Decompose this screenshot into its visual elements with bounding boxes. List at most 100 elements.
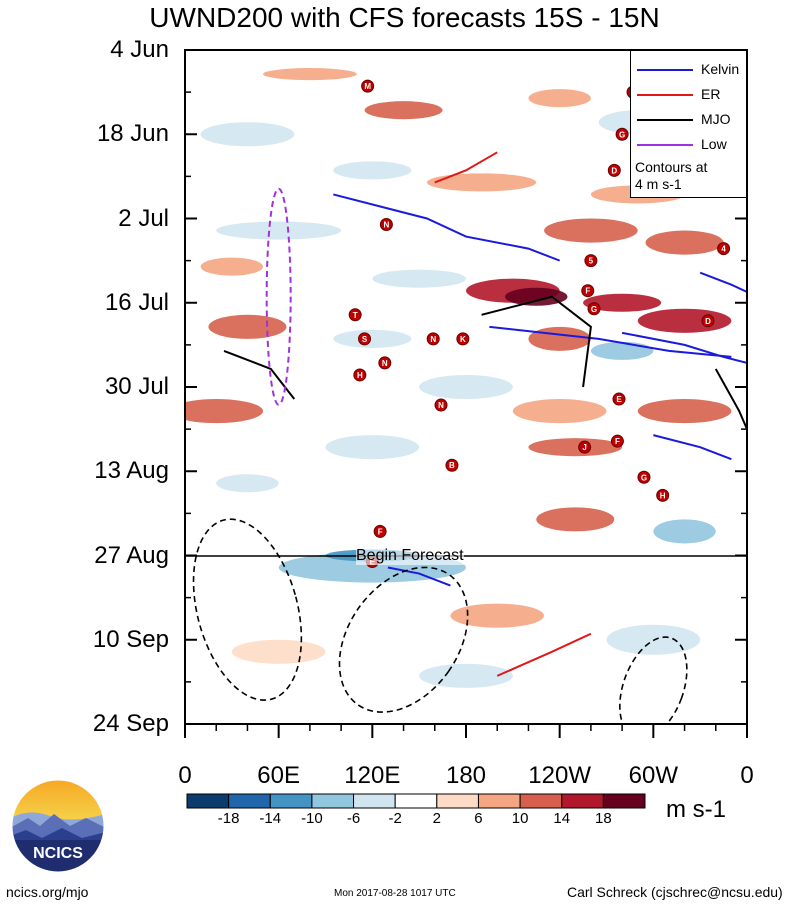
storm-marker-10: S [358,332,372,346]
colorbar-label-6: 6 [474,810,483,827]
y-tick-label-4: 30 Jul [104,373,169,400]
y-tick-label-1: 18 Jun [96,120,169,148]
heat-anomaly-25 [637,399,732,424]
legend-low-swatch [637,144,693,146]
y-tick-label-6: 27 Aug [94,541,169,569]
storm-marker-3: D [607,163,621,177]
colorbar-label-3: -6 [346,810,361,827]
contour-mjo-forecast-1 [338,566,469,713]
legend-mjo-label: MJO [701,111,731,127]
heat-anomaly-15 [505,287,568,306]
heat-anomaly-22 [419,374,513,400]
ncics-logo: NCICS [11,779,105,873]
heat-anomaly-1 [364,101,443,120]
contour-kelvin-5 [387,566,451,587]
heat-anomaly-31 [536,507,615,532]
contour-kelvin-4 [699,271,747,294]
storm-marker-8: G [587,302,601,316]
legend-kelvin: Kelvin [631,59,746,79]
heat-anomaly-32 [653,519,716,544]
storm-marker-19: G [637,470,651,484]
y-tick-label-8: 24 Sep [92,710,169,737]
heat-anomaly-10 [544,218,638,243]
heat-anomaly-23 [185,399,264,424]
storm-marker-22: F [373,524,387,538]
storm-marker-20: B [445,458,459,472]
contour-mjo-forecast-2 [619,636,688,724]
heat-anomaly-17 [637,308,732,333]
x-tick-label-1: 60E [257,762,301,789]
svg-text:N: N [383,221,389,230]
legend-er: ER [631,84,746,104]
storm-marker-12: K [456,332,470,346]
svg-text:F: F [585,287,590,296]
colorbar-swatch-8 [519,793,563,809]
contour-kelvin-1 [489,325,732,358]
x-tick-label-3: 180 [445,762,487,789]
storm-marker-0: M [361,79,375,93]
colorbar-label-9: 18 [595,810,612,827]
x-tick-label-0: 0 [178,762,192,789]
contour-low-0 [265,187,292,406]
storm-marker-13: N [378,356,392,370]
forecast-label: Begin Forecast [356,547,464,565]
legend-mjo: MJO [631,109,746,129]
storm-marker-7: F [581,284,595,298]
storm-marker-21: H [656,488,670,502]
heat-anomaly-6 [426,173,537,192]
y-tick-label-2: 2 Jul [118,204,169,232]
colorbar-swatch-0 [186,793,230,809]
colorbar-label-7: 10 [511,810,529,827]
colorbar-label-1: -14 [259,810,282,827]
colorbar-label-5: 2 [432,810,441,827]
heat-anomaly-27 [528,438,623,457]
footer-url: ncics.org/mjo [6,884,89,900]
heat-anomaly-24 [512,399,607,424]
svg-text:E: E [616,395,622,404]
y-tick-label-5: 13 Aug [94,457,169,485]
heat-anomaly-12 [200,257,264,276]
svg-text:N: N [382,359,388,368]
legend-low: Low [631,134,746,154]
contour-er-6 [496,632,592,677]
storm-marker-9: T [348,308,362,322]
colorbar-swatch-5 [394,793,438,809]
colorbar-swatch-3 [311,793,355,809]
contour-note-line-2: 4 m s-1 [635,176,682,192]
storm-marker-14: H [353,368,367,382]
heat-anomaly-16 [583,293,662,312]
storm-marker-17: F [610,434,624,448]
heat-anomaly-28 [216,474,279,493]
contour-kelvin-3 [653,434,732,461]
contour-note-line-1: Contours at [635,159,708,175]
svg-text:D: D [705,317,711,326]
colorbar-swatch-6 [436,793,479,809]
colorbar-swatch-7 [477,793,521,809]
heat-anomaly-33 [450,603,545,628]
chart-title: UWND200 with CFS forecasts 15S - 15N [149,2,660,33]
legend: Kelvin ER MJO Low Contours at 4 m s-1 [630,50,747,198]
svg-text:G: G [619,130,625,139]
heat-anomaly-36 [419,663,513,688]
colorbar-label-0: -18 [217,810,240,827]
colorbar-label-8: 14 [553,810,571,827]
colorbar-swatch-4 [353,793,396,809]
storm-marker-16: E [612,392,626,406]
svg-text:S: S [362,335,368,344]
contour-kelvin-0 [333,193,561,262]
svg-text:J: J [582,443,586,452]
svg-text:K: K [460,335,466,344]
storm-marker-15: N [434,398,448,412]
svg-text:M: M [364,82,371,91]
legend-kelvin-label: Kelvin [701,61,740,77]
x-tick-label-4: 120W [528,762,592,789]
heat-anomaly-5 [333,161,412,180]
contour-mjo-9 [223,349,296,400]
svg-text:D: D [611,166,617,175]
svg-text:G: G [641,473,647,482]
heat-anomaly-11 [645,230,724,255]
svg-text:5: 5 [589,257,594,266]
svg-text:4: 4 [721,245,726,254]
svg-text:T: T [353,311,358,320]
heat-anomaly-35 [231,639,326,664]
